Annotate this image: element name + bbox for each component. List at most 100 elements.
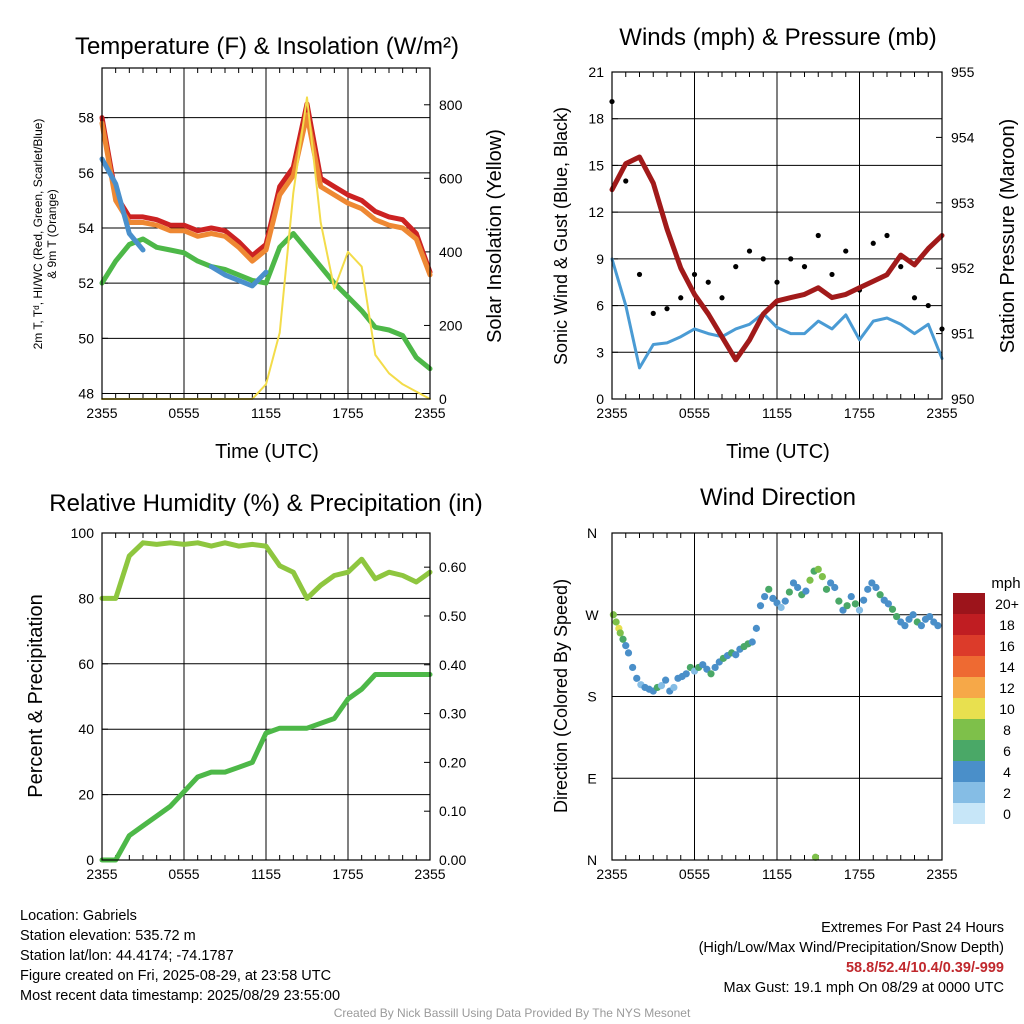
direction-point (822, 585, 831, 593)
extremes-values: 58.8/52.4/10.4/0.39/-999 (845, 960, 1004, 976)
direction-point (781, 597, 789, 605)
direction-ylabel-left: Direction (Colored By Speed) (551, 579, 571, 813)
colorbar-label: 8 (1003, 722, 1011, 738)
humidity-ylabel-left: Percent & Precipitation (25, 594, 47, 797)
series-gust-point (898, 264, 904, 270)
colorbar-label: 0 (1003, 806, 1011, 822)
direction-point (855, 606, 864, 614)
y-tick-label-left: 18 (588, 111, 604, 127)
series-gust-point (925, 302, 931, 309)
temperature-ylabel-right: Solar Insolation (Yellow) (484, 129, 506, 343)
series-gust-point (829, 271, 835, 278)
temperature-ylabel-left-line2: & 9m T (Orange) (45, 189, 59, 279)
y-tick-label-right: 955 (951, 64, 975, 80)
direction-tick-label: W (585, 607, 599, 623)
series-gust-point (884, 232, 890, 239)
direction-point (909, 611, 917, 619)
extremes-title: Extremes For Past 24 Hours (821, 920, 1004, 936)
y-tick-label-left: 58 (78, 110, 94, 126)
max-gust: Max Gust: 19.1 mph On 08/29 at 0000 UTC (723, 980, 1004, 996)
y-tick-label-left: 0 (86, 852, 94, 868)
direction-point (619, 635, 627, 643)
colorbar-swatch (953, 803, 985, 824)
x-tick-label: 2355 (414, 405, 445, 421)
y-tick-label-right: 0.60 (439, 559, 466, 575)
y-tick-label-left: 40 (78, 721, 94, 737)
direction-point (893, 612, 901, 621)
y-tick-label-right: 200 (439, 317, 463, 333)
plot-layer: 2355 0555 1155 1755 235548505254565802004006… (71, 64, 1019, 882)
y-tick-label-left: 56 (78, 165, 94, 181)
direction-point (901, 622, 909, 630)
y-tick-label-right: 951 (951, 326, 975, 342)
series-gust-point (746, 248, 753, 254)
direction-point (888, 605, 897, 613)
direction-point (752, 624, 760, 632)
y-tick-label-left: 50 (78, 330, 94, 346)
direction-point (926, 612, 934, 621)
y-tick-label-right: 0.10 (439, 803, 466, 819)
direction-point (616, 629, 624, 637)
direction-point (847, 592, 855, 601)
colorbar-label: 18 (999, 617, 1015, 633)
y-tick-label-right: 0.20 (439, 754, 466, 770)
y-tick-label-left: 3 (596, 344, 604, 360)
direction-tick-label: N (587, 852, 597, 868)
y-tick-label-left: 15 (588, 157, 604, 173)
direction-point (851, 600, 859, 608)
direction-point (756, 602, 765, 610)
direction-point (876, 591, 884, 599)
direction-tick-label: N (587, 525, 597, 541)
colorbar-swatch (953, 614, 985, 635)
y-tick-label-left: 54 (78, 220, 94, 236)
plot-border (611, 532, 943, 861)
direction-point (624, 649, 633, 657)
y-tick-label-left: 21 (588, 64, 604, 80)
y-tick-label-right: 0.50 (439, 608, 466, 624)
direction-point (633, 674, 641, 682)
direction-point (662, 676, 670, 684)
direction-point (711, 663, 719, 672)
direction-point (818, 573, 826, 581)
x-tick-label: 1155 (762, 405, 792, 421)
colorbar-swatch (953, 740, 985, 761)
y-tick-label-left: 48 (78, 385, 94, 401)
series-td-line (99, 231, 433, 372)
direction-point (843, 602, 851, 610)
y-tick-label-right: 952 (951, 260, 975, 276)
series-gust-point (705, 279, 711, 285)
direction-point (682, 670, 690, 678)
direction-tick-label: S (587, 689, 596, 705)
series-gust-point (650, 310, 656, 316)
winds-xlabel: Time (UTC) (726, 441, 830, 463)
recent-timestamp: Most recent data timestamp: 2025/08/29 2… (20, 988, 341, 1004)
winds-ylabel-left: Sonic Wind & Gust (Blue, Black) (551, 107, 571, 365)
direction-point (835, 597, 843, 605)
direction-point (934, 622, 942, 630)
colorbar-label: 2 (1003, 785, 1011, 801)
direction-point (622, 642, 630, 650)
x-tick-label: 0555 (168, 866, 199, 882)
direction-tick-label: E (587, 770, 596, 786)
colorbar-swatch (953, 719, 985, 740)
temperature-panel-title: Temperature (F) & Insolation (W/m²) (75, 33, 459, 60)
colorbar-swatch (953, 761, 985, 782)
x-tick-label: 2355 (86, 405, 117, 421)
figure-created: Figure created on Fri, 2025-08-29, at 23… (20, 968, 332, 984)
x-tick-label: 0555 (679, 405, 710, 421)
y-tick-label-right: 950 (951, 391, 975, 407)
colorbar-swatch (953, 656, 985, 677)
station-info: Location: Gabriels Station elevation: 53… (20, 906, 340, 1006)
extremes-subtitle: (High/Low/Max Wind/Precipitation/Snow De… (698, 940, 1004, 956)
x-tick-label: 2355 (414, 866, 445, 882)
y-tick-label-left: 0 (596, 391, 604, 407)
x-tick-label: 1155 (762, 866, 792, 882)
series-gust-point (870, 240, 876, 246)
direction-point (761, 592, 769, 601)
direction-point (777, 603, 785, 612)
direction-point (732, 651, 740, 659)
y-tick-label-right: 400 (439, 244, 463, 260)
direction-point (765, 585, 773, 593)
direction-point (785, 588, 793, 596)
